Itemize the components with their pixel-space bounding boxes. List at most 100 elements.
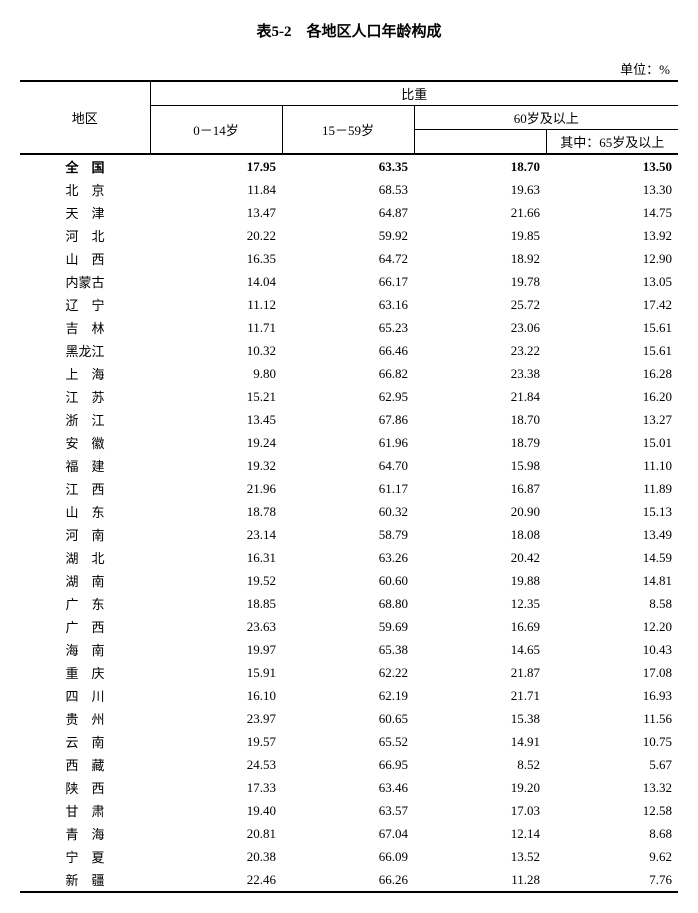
value-cell: 19.24 xyxy=(150,431,282,454)
value-cell: 19.88 xyxy=(414,569,546,592)
table-row: 江 苏15.2162.9521.8416.20 xyxy=(20,385,678,408)
region-cell: 山 西 xyxy=(20,247,150,270)
value-cell: 64.72 xyxy=(282,247,414,270)
value-cell: 23.14 xyxy=(150,523,282,546)
value-cell: 13.05 xyxy=(546,270,678,293)
value-cell: 19.52 xyxy=(150,569,282,592)
value-cell: 17.42 xyxy=(546,293,678,316)
unit-label: 单位：% xyxy=(20,59,678,78)
value-cell: 17.33 xyxy=(150,776,282,799)
region-cell: 安 徽 xyxy=(20,431,150,454)
header-group: 比重 xyxy=(150,81,678,106)
value-cell: 20.81 xyxy=(150,822,282,845)
value-cell: 20.22 xyxy=(150,224,282,247)
value-cell: 11.28 xyxy=(414,868,546,892)
value-cell: 14.04 xyxy=(150,270,282,293)
region-cell: 全 国 xyxy=(20,154,150,178)
value-cell: 60.65 xyxy=(282,707,414,730)
value-cell: 19.57 xyxy=(150,730,282,753)
value-cell: 60.60 xyxy=(282,569,414,592)
value-cell: 21.96 xyxy=(150,477,282,500)
table-row: 浙 江13.4567.8618.7013.27 xyxy=(20,408,678,431)
value-cell: 66.17 xyxy=(282,270,414,293)
region-cell: 贵 州 xyxy=(20,707,150,730)
value-cell: 14.59 xyxy=(546,546,678,569)
value-cell: 63.57 xyxy=(282,799,414,822)
value-cell: 7.76 xyxy=(546,868,678,892)
value-cell: 58.79 xyxy=(282,523,414,546)
value-cell: 13.27 xyxy=(546,408,678,431)
value-cell: 16.93 xyxy=(546,684,678,707)
region-cell: 内蒙古 xyxy=(20,270,150,293)
region-cell: 广 西 xyxy=(20,615,150,638)
header-c3-blank xyxy=(414,130,546,155)
region-cell: 黑龙江 xyxy=(20,339,150,362)
region-cell: 江 西 xyxy=(20,477,150,500)
table-row: 海 南19.9765.3814.6510.43 xyxy=(20,638,678,661)
value-cell: 23.22 xyxy=(414,339,546,362)
value-cell: 14.81 xyxy=(546,569,678,592)
value-cell: 65.38 xyxy=(282,638,414,661)
value-cell: 19.78 xyxy=(414,270,546,293)
table-row: 辽 宁11.1263.1625.7217.42 xyxy=(20,293,678,316)
value-cell: 13.45 xyxy=(150,408,282,431)
table-row: 黑龙江10.3266.4623.2215.61 xyxy=(20,339,678,362)
region-cell: 福 建 xyxy=(20,454,150,477)
region-cell: 河 北 xyxy=(20,224,150,247)
value-cell: 19.97 xyxy=(150,638,282,661)
value-cell: 62.95 xyxy=(282,385,414,408)
value-cell: 12.90 xyxy=(546,247,678,270)
region-cell: 吉 林 xyxy=(20,316,150,339)
value-cell: 20.42 xyxy=(414,546,546,569)
value-cell: 17.03 xyxy=(414,799,546,822)
region-cell: 上 海 xyxy=(20,362,150,385)
value-cell: 11.71 xyxy=(150,316,282,339)
value-cell: 15.01 xyxy=(546,431,678,454)
value-cell: 64.87 xyxy=(282,201,414,224)
table-row: 贵 州23.9760.6515.3811.56 xyxy=(20,707,678,730)
value-cell: 15.61 xyxy=(546,316,678,339)
value-cell: 68.53 xyxy=(282,178,414,201)
table-row: 西 藏24.5366.958.525.67 xyxy=(20,753,678,776)
table-row: 重 庆15.9162.2221.8717.08 xyxy=(20,661,678,684)
value-cell: 17.95 xyxy=(150,154,282,178)
table-body: 全 国17.9563.3518.7013.50北 京11.8468.5319.6… xyxy=(20,154,678,892)
value-cell: 15.61 xyxy=(546,339,678,362)
value-cell: 24.53 xyxy=(150,753,282,776)
value-cell: 62.22 xyxy=(282,661,414,684)
value-cell: 12.20 xyxy=(546,615,678,638)
value-cell: 65.23 xyxy=(282,316,414,339)
value-cell: 66.82 xyxy=(282,362,414,385)
value-cell: 13.32 xyxy=(546,776,678,799)
header-c2: 15－59岁 xyxy=(282,106,414,155)
table-title: 表5-2 各地区人口年龄构成 xyxy=(20,20,678,41)
region-cell: 湖 南 xyxy=(20,569,150,592)
value-cell: 11.89 xyxy=(546,477,678,500)
value-cell: 23.38 xyxy=(414,362,546,385)
value-cell: 65.52 xyxy=(282,730,414,753)
value-cell: 64.70 xyxy=(282,454,414,477)
region-cell: 山 东 xyxy=(20,500,150,523)
value-cell: 23.97 xyxy=(150,707,282,730)
value-cell: 61.17 xyxy=(282,477,414,500)
region-cell: 西 藏 xyxy=(20,753,150,776)
region-cell: 天 津 xyxy=(20,201,150,224)
table-row: 广 东18.8568.8012.358.58 xyxy=(20,592,678,615)
table-row: 安 徽19.2461.9618.7915.01 xyxy=(20,431,678,454)
value-cell: 66.95 xyxy=(282,753,414,776)
table-row: 吉 林11.7165.2323.0615.61 xyxy=(20,316,678,339)
value-cell: 15.98 xyxy=(414,454,546,477)
table-row: 云 南19.5765.5214.9110.75 xyxy=(20,730,678,753)
value-cell: 14.65 xyxy=(414,638,546,661)
value-cell: 18.85 xyxy=(150,592,282,615)
value-cell: 16.35 xyxy=(150,247,282,270)
table-row: 福 建19.3264.7015.9811.10 xyxy=(20,454,678,477)
value-cell: 66.46 xyxy=(282,339,414,362)
table-row: 河 北20.2259.9219.8513.92 xyxy=(20,224,678,247)
table-row: 青 海20.8167.0412.148.68 xyxy=(20,822,678,845)
value-cell: 22.46 xyxy=(150,868,282,892)
value-cell: 63.16 xyxy=(282,293,414,316)
region-cell: 浙 江 xyxy=(20,408,150,431)
value-cell: 14.75 xyxy=(546,201,678,224)
value-cell: 59.92 xyxy=(282,224,414,247)
